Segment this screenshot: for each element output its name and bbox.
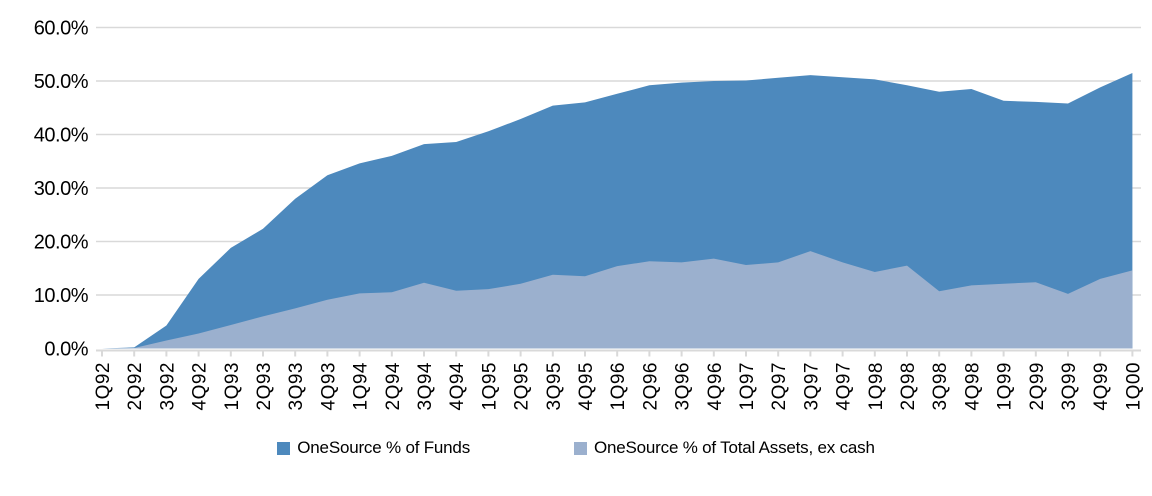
y-axis-labels: 0.0% 10.0% 20.0% 30.0% 40.0% 50.0% 60.0% <box>34 18 89 361</box>
x-tick-label: 4Q93 <box>318 362 339 410</box>
x-tick-label: 1Q97 <box>737 362 758 410</box>
x-tick-label: 1Q96 <box>608 362 629 410</box>
assets-series-area <box>102 251 1133 349</box>
x-tick-label: 1Q93 <box>222 362 243 410</box>
x-tick-label: 2Q95 <box>512 362 533 410</box>
x-tick-label: 4Q98 <box>962 362 983 410</box>
x-axis <box>96 349 1141 357</box>
y-tick-label: 60.0% <box>34 18 89 40</box>
x-tick-label: 4Q92 <box>190 362 211 410</box>
x-tick-label: 2Q96 <box>640 362 661 410</box>
x-tick-label: 4Q99 <box>1091 362 1112 410</box>
x-tick-label: 4Q94 <box>447 362 468 410</box>
x-tick-label: 3Q98 <box>930 362 951 410</box>
funds-series-label: OneSource % of Funds <box>297 438 470 457</box>
y-tick-label: 20.0% <box>34 232 89 254</box>
funds-series-swatch <box>277 441 291 455</box>
y-tick-label: 10.0% <box>34 285 89 307</box>
x-tick-label: 3Q93 <box>286 362 307 410</box>
x-tick-label: 2Q92 <box>125 362 146 410</box>
x-tick-label: 4Q97 <box>834 362 855 410</box>
assets-series-label: OneSource % of Total Assets, ex cash <box>594 438 875 457</box>
x-tick-label: 1Q92 <box>93 362 114 410</box>
x-tick-label: 1Q99 <box>995 362 1016 410</box>
y-tick-label: 0.0% <box>44 339 88 361</box>
x-tick-label: 2Q98 <box>898 362 919 410</box>
x-tick-label: 3Q96 <box>673 362 694 410</box>
x-tick-label: 2Q99 <box>1027 362 1048 410</box>
x-tick-label: 1Q98 <box>866 362 887 410</box>
x-tick-label: 2Q94 <box>383 362 404 410</box>
x-tick-label: 1Q00 <box>1123 362 1144 410</box>
x-tick-label: 4Q96 <box>705 362 726 410</box>
x-tick-label: 3Q94 <box>415 362 436 410</box>
x-tick-label: 3Q97 <box>801 362 822 410</box>
x-tick-label: 3Q92 <box>157 362 178 410</box>
x-tick-label: 3Q95 <box>544 362 565 410</box>
x-tick-label: 2Q97 <box>769 362 790 410</box>
legend-item-funds: OneSource % of Funds <box>277 438 470 458</box>
legend-item-assets: OneSource % of Total Assets, ex cash <box>574 438 875 458</box>
x-axis-labels: 1Q92 2Q92 3Q92 4Q92 1Q93 2Q93 3Q93 4Q93 1Q94 2Q94… <box>93 362 1144 410</box>
y-tick-label: 30.0% <box>34 178 89 200</box>
x-tick-label: 1Q95 <box>479 362 500 410</box>
x-tick-label: 3Q99 <box>1059 362 1080 410</box>
y-tick-label: 40.0% <box>34 125 89 147</box>
chart-legend: OneSource % of Funds OneSource % of Tota… <box>0 438 1152 458</box>
y-tick-label: 50.0% <box>34 71 89 93</box>
assets-series-swatch <box>574 441 587 455</box>
x-tick-label: 1Q94 <box>351 362 372 410</box>
x-tick-label: 4Q95 <box>576 362 597 410</box>
x-tick-label: 2Q93 <box>254 362 275 410</box>
